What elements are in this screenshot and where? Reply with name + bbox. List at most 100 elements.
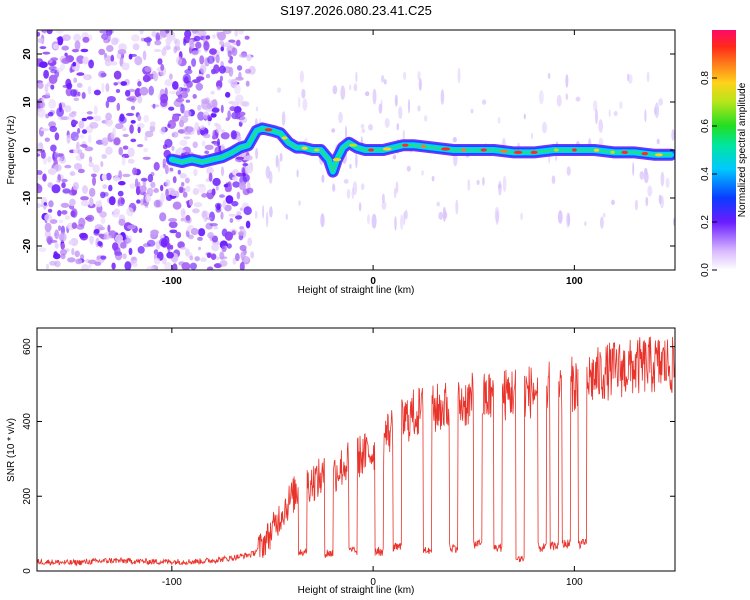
noise-speckle <box>182 191 188 198</box>
noise-speckle <box>89 197 94 207</box>
noise-speckle <box>225 91 231 98</box>
noise-speckle <box>239 53 248 58</box>
faint-streak <box>351 187 354 200</box>
y-tick-label: 200 <box>22 487 33 504</box>
noise-speckle <box>73 163 83 170</box>
x-tick-label: -100 <box>162 577 182 588</box>
noise-speckle <box>197 236 203 241</box>
noise-speckle <box>98 233 105 238</box>
faint-streak <box>331 128 336 133</box>
noise-speckle <box>209 211 215 222</box>
faint-streak <box>457 67 461 84</box>
x-tick-label: 0 <box>370 577 376 588</box>
noise-speckle <box>51 184 61 194</box>
noise-speckle <box>37 82 44 89</box>
faint-streak <box>539 90 544 104</box>
noise-speckle <box>110 54 115 63</box>
noise-speckle <box>162 158 166 168</box>
noise-speckle <box>113 137 121 146</box>
y-tick-label: 0 <box>22 147 33 153</box>
noise-speckle <box>180 208 186 218</box>
faint-streak <box>321 174 325 183</box>
noise-speckle <box>64 105 72 113</box>
noise-speckle <box>154 40 162 46</box>
noise-speckle <box>239 261 245 270</box>
snr-series-line <box>37 336 675 567</box>
noise-speckle <box>101 154 107 159</box>
noise-speckle <box>39 101 46 109</box>
noise-speckle <box>124 261 132 270</box>
noise-speckle <box>242 172 246 177</box>
noise-speckle <box>159 212 167 222</box>
noise-speckle <box>179 139 188 147</box>
noise-speckle <box>164 164 169 175</box>
noise-speckle <box>49 219 58 224</box>
noise-speckle <box>149 124 156 133</box>
noise-speckle <box>192 208 200 214</box>
ridge-hotspot <box>349 143 357 147</box>
noise-speckle <box>113 208 120 215</box>
noise-speckle <box>41 97 46 102</box>
faint-streak <box>358 202 362 212</box>
noise-speckle <box>106 96 116 103</box>
noise-speckle <box>54 229 60 240</box>
noise-speckle <box>62 34 71 41</box>
faint-streak <box>407 98 411 114</box>
faint-streak <box>404 209 408 220</box>
faint-streak <box>392 154 397 160</box>
noise-speckle <box>88 162 94 168</box>
noise-speckle <box>71 222 78 230</box>
noise-speckle <box>179 173 187 179</box>
faint-streak <box>346 188 351 199</box>
colorbar-tick-label: 0.8 <box>700 71 711 85</box>
spectrogram-y-label: Frequency (Hz) <box>6 116 17 185</box>
noise-speckle <box>137 114 142 122</box>
noise-speckle <box>177 241 185 249</box>
noise-speckle <box>179 149 186 154</box>
noise-speckle <box>54 242 59 249</box>
noise-speckle <box>69 198 76 207</box>
noise-speckle <box>229 218 234 223</box>
faint-streak <box>481 99 487 105</box>
noise-speckle <box>235 76 244 81</box>
noise-speckle <box>76 224 85 230</box>
noise-speckle <box>194 256 200 262</box>
noise-speckle <box>164 138 173 148</box>
faint-streak <box>298 200 301 206</box>
noise-speckle <box>47 111 54 117</box>
noise-speckle <box>250 251 255 259</box>
noise-speckle <box>215 54 220 64</box>
noise-speckle <box>193 35 201 42</box>
noise-speckle <box>77 149 83 155</box>
ridge-hotspot <box>480 148 487 152</box>
noise-speckle <box>81 144 88 149</box>
faint-streak <box>647 185 653 197</box>
noise-speckle <box>120 81 127 86</box>
noise-speckle <box>96 255 101 260</box>
noise-speckle <box>50 144 57 152</box>
ridge-hotspot <box>513 150 523 154</box>
faint-streak <box>355 153 358 169</box>
noise-speckle <box>211 98 218 109</box>
noise-speckle <box>37 37 45 44</box>
noise-speckle <box>180 217 185 222</box>
noise-speckle <box>248 162 253 169</box>
noise-speckle <box>222 200 227 209</box>
noise-speckle <box>39 46 47 50</box>
noise-speckle <box>79 232 88 239</box>
faint-streak <box>665 177 670 188</box>
faint-streak <box>495 210 499 226</box>
noise-speckle <box>239 182 246 191</box>
noise-speckle <box>100 255 107 260</box>
noise-speckle <box>200 125 205 131</box>
noise-speckle <box>206 166 215 175</box>
noise-speckle <box>204 144 214 150</box>
noise-speckle <box>130 138 137 143</box>
noise-speckle <box>79 134 85 139</box>
faint-streak <box>320 213 325 228</box>
noise-speckle <box>115 123 124 130</box>
noise-speckle <box>117 196 125 207</box>
noise-speckle <box>104 59 112 67</box>
noise-speckle <box>219 75 223 82</box>
